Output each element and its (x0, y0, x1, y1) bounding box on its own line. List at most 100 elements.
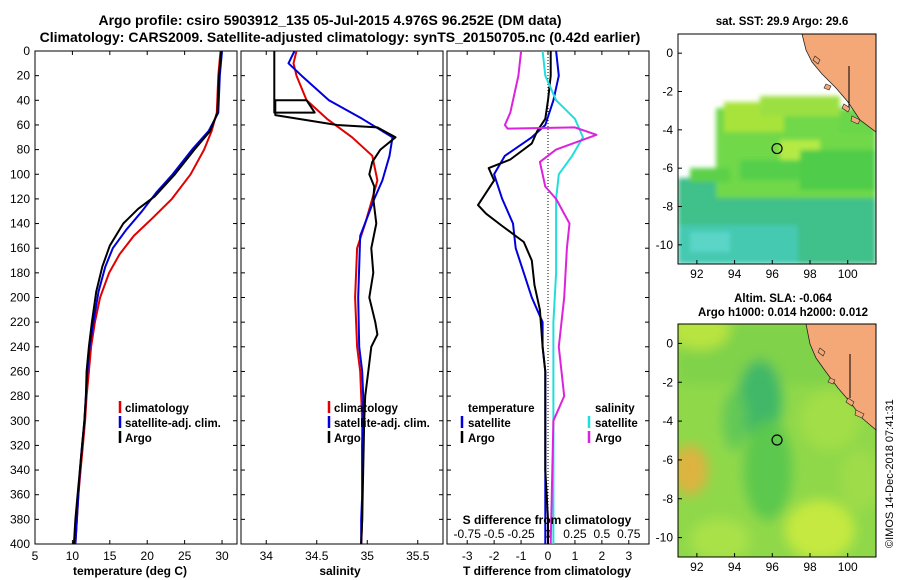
depth-tick-label: 180 (10, 266, 30, 280)
sla-map-subtitle: Argo h1000: 0.014 h2000: 0.012 (698, 307, 868, 319)
s-tick-label: 0.75 (617, 527, 641, 541)
temperature-series (72, 50, 223, 545)
x-tick-label: 20 (141, 549, 155, 563)
x-tick-label: -2 (489, 549, 500, 563)
x-tick-label: -3 (462, 549, 473, 563)
map-x-tick-label: 94 (728, 560, 742, 574)
x-tick-label: 35 (361, 549, 375, 563)
title-line2: Climatology: CARS2009. Satellite-adjuste… (40, 29, 641, 45)
map-y-tick-label: -10 (656, 238, 674, 252)
s-difference-ticks: -0.75 -0.5 -0.25 0 0.25 0.5 0.75 (454, 527, 641, 541)
depth-tick-label: 40 (17, 93, 31, 107)
depth-tick-label: 280 (10, 389, 30, 403)
map-y-tick-label: -8 (662, 200, 673, 214)
x-tick-label: 5 (32, 549, 39, 563)
s-tick-label: 0.5 (594, 527, 611, 541)
map-y-tick-label: -6 (662, 453, 673, 467)
salinity-series (273, 50, 397, 545)
salinity-legend: climatology satellite-adj. clim. Argo (327, 401, 430, 445)
depth-tick-label: 400 (10, 537, 30, 551)
watermark: ©IMOS 14-Dec-2018 07:41:31 (884, 399, 896, 548)
sst-map-ticks: 92 94 96 98 100 0 -2 -4 -6 -8 -10 (656, 46, 858, 281)
sla-map-ticks: 92 94 96 98 100 0 -2 -4 -6 -8 -10 (656, 336, 858, 574)
x-tick-label: 2 (599, 549, 606, 563)
map-y-tick-label: 0 (666, 46, 673, 60)
map-x-tick-label: 94 (728, 267, 742, 281)
series-line-temperature-argo (477, 51, 552, 544)
s-difference-label: S difference from climatology (463, 513, 632, 527)
depth-tick-label: 240 (10, 340, 30, 354)
x-tick-label: 34 (260, 549, 274, 563)
legend-temp-argo: Argo (468, 433, 495, 445)
depth-tick-label: 360 (10, 488, 30, 502)
sst-map-field (678, 34, 876, 264)
x-tick-label: 3 (625, 549, 632, 563)
legend-satellite: satellite-adj. clim. (334, 418, 430, 430)
depth-tick-label: 340 (10, 463, 30, 477)
x-tick-label: 30 (215, 549, 229, 563)
series-line-temperature-satellite (493, 50, 560, 544)
map-y-tick-label: -2 (662, 375, 673, 389)
series-line-satellite-adj-clim- (74, 50, 223, 545)
sst-map-title: sat. SST: 29.9 Argo: 29.6 (716, 16, 849, 28)
sla-map-field (678, 324, 876, 557)
depth-tick-label: 140 (10, 217, 30, 231)
x-tick-label: 0 (545, 549, 552, 563)
map-y-tick-label: -4 (662, 414, 673, 428)
temperature-panel-frame (34, 50, 238, 545)
map-x-tick-label: 92 (690, 267, 704, 281)
legend-climatology: climatology (125, 403, 190, 415)
legend-satellite: satellite-adj. clim. (125, 418, 221, 430)
s-tick-label: -0.75 (454, 527, 482, 541)
x-tick-label: 10 (66, 549, 80, 563)
series-line-salinity-satellite (541, 50, 584, 544)
depth-tick-label: 260 (10, 364, 30, 378)
salinity-xlabel: salinity (319, 564, 361, 578)
depth-tick-label: 60 (17, 118, 31, 132)
s-tick-label: -0.25 (507, 527, 535, 541)
map-y-tick-label: 0 (666, 336, 673, 350)
map-x-tick-label: 92 (690, 560, 704, 574)
x-tick-label: 15 (103, 549, 117, 563)
depth-tick-label: 320 (10, 438, 30, 452)
sla-map-frame (677, 323, 877, 558)
x-tick-label: 25 (178, 549, 192, 563)
map-x-tick-label: 100 (838, 560, 858, 574)
legend-argo: Argo (125, 433, 152, 445)
map-x-tick-label: 98 (803, 267, 817, 281)
map-y-tick-label: -10 (656, 531, 674, 545)
argo-position-marker (771, 434, 783, 446)
series-line-argo (273, 51, 397, 545)
series-line-salinity-argo (503, 50, 598, 545)
difference-series (477, 50, 598, 545)
map-x-tick-label: 100 (838, 267, 858, 281)
legend-sal-satellite: satellite (595, 418, 638, 430)
depth-tick-label: 120 (10, 192, 30, 206)
series-line-argo (72, 50, 223, 545)
map-x-tick-label: 96 (766, 560, 780, 574)
argo-position-marker (771, 142, 783, 155)
series-line-satellite-adj-clim- (287, 50, 394, 544)
difference-legend: temperature satellite Argo salinity sate… (460, 403, 638, 445)
legend-temperature-title: temperature (468, 403, 534, 415)
legend-salinity-title: salinity (595, 403, 635, 415)
map-y-tick-label: -2 (662, 85, 673, 99)
temperature-legend: climatology satellite-adj. clim. Argo (118, 401, 221, 445)
temperature-xlabel: temperature (deg C) (73, 564, 187, 578)
map-y-tick-label: -6 (662, 161, 673, 175)
depth-tick-label: 380 (10, 512, 30, 526)
legend-temp-satellite: satellite (468, 418, 511, 430)
sst-map-frame (677, 33, 877, 265)
x-tick-label: 1 (572, 549, 579, 563)
x-tick-label: -1 (516, 549, 527, 563)
difference-xlabel: T difference from climatology (463, 564, 631, 578)
x-tick-label: 34.5 (305, 549, 329, 563)
depth-tick-label: 100 (10, 167, 30, 181)
depth-ticks: 0 20 40 60 80 100 120 140 160 180 200 220 240 260 280 3… (10, 44, 649, 551)
temperature-xticks: 5 10 15 20 25 30 (32, 51, 229, 563)
depth-tick-label: 80 (17, 143, 31, 157)
s-tick-label: -0.5 (484, 527, 505, 541)
map-x-tick-label: 96 (766, 267, 780, 281)
depth-tick-label: 160 (10, 241, 30, 255)
